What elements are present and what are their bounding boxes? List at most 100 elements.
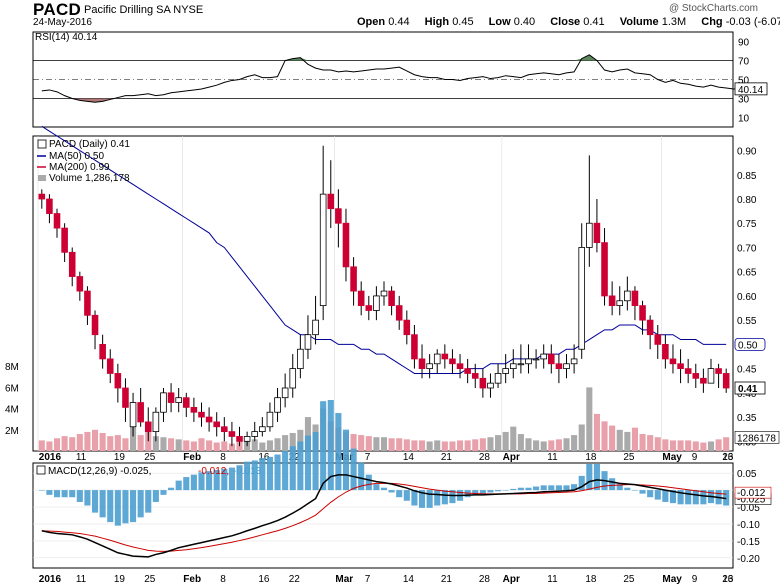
macd-histogram-bar (259, 458, 266, 491)
volume-bar (76, 434, 83, 451)
volume-bar (723, 437, 730, 451)
volume-bar (593, 413, 600, 451)
volume-bar (677, 440, 684, 451)
macd-x-tick-label: 23 (722, 574, 734, 585)
candle-body (502, 368, 509, 374)
macd-x-tick-label: 19 (114, 574, 126, 585)
volume-bar (472, 439, 479, 451)
candle-body (175, 397, 182, 403)
price-x-tick-label: 25 (623, 452, 635, 463)
volume-bar (426, 441, 433, 451)
macd-histogram-bar (525, 487, 532, 491)
price-x-tick-label: Apr (503, 452, 520, 463)
macd-histogram-bar (137, 490, 144, 518)
macd-x-tick-label: 16 (722, 574, 734, 585)
macd-histogram-bar (692, 490, 699, 505)
candle-body (601, 242, 608, 297)
candle-body (122, 387, 129, 408)
candle-body (327, 193, 335, 210)
candle-body (342, 222, 350, 268)
macd-x-tick-label: 16 (258, 574, 270, 585)
candle-body (243, 436, 251, 442)
volume-bar (418, 440, 426, 451)
ma50-value-label: 0.50 (738, 340, 758, 351)
candle-body (274, 397, 281, 413)
candle-body (319, 193, 327, 307)
macd-histogram-bar (206, 471, 213, 491)
macd-histogram-bar (723, 490, 730, 506)
macd-y-tick-label: -0.20 (737, 554, 760, 565)
macd-histogram-bar (373, 484, 380, 491)
macd-histogram-bar (221, 468, 228, 491)
candle-body (646, 319, 654, 336)
volume-bar (502, 431, 509, 451)
chart-date: 24-May-2016 (33, 17, 92, 28)
macd-x-tick-label: Feb (183, 574, 201, 585)
candle-body (53, 213, 61, 229)
candle-body (99, 343, 106, 360)
macd-x-tick-label: 11 (547, 574, 558, 585)
volume-y-tick-label: 2M (5, 426, 19, 437)
price-x-tick-label: 25 (144, 452, 156, 463)
candle-body (677, 363, 684, 370)
macd-x-tick-label: 18 (585, 574, 597, 585)
volume-bar (46, 441, 53, 451)
exchange-label: NYSE (173, 4, 204, 16)
volume-bar (91, 429, 99, 451)
rsi-y-tick-label: 10 (738, 114, 750, 125)
rsi-y-tick-label: 90 (738, 38, 750, 49)
candle-body (144, 421, 152, 433)
macd-histogram-bar (228, 467, 235, 491)
candle-body (221, 426, 228, 433)
volume-bar (403, 439, 410, 451)
price-x-tick-label: 11 (76, 452, 87, 463)
volume-bar (221, 441, 228, 451)
volume-bar (411, 440, 418, 451)
candle-body (395, 305, 403, 321)
macd-x-tick-label: Apr (503, 574, 520, 585)
low-value: 0.40 (513, 16, 536, 28)
macd-histogram-bar (411, 490, 418, 506)
volume-label: Volume (619, 16, 659, 28)
candle-body (205, 416, 213, 423)
macd-histogram-bar (441, 490, 448, 505)
price-x-tick-label: 16 (722, 452, 734, 463)
chart-header: PACD Pacific Drilling SA NYSE 24-May-201… (0, 0, 780, 30)
rsi-y-tick-label: 30 (738, 95, 750, 106)
candle-body (304, 334, 312, 350)
price-y-tick-label: 0.65 (737, 268, 757, 279)
candle-body (517, 363, 525, 366)
volume-bar (624, 431, 631, 451)
volume-bar (175, 439, 182, 451)
volume-bar (457, 440, 464, 451)
macd-histogram-bar (540, 485, 547, 491)
macd-histogram-bar (122, 490, 129, 524)
volume-bar (517, 434, 524, 451)
price-y-tick-label: 0.90 (737, 147, 757, 158)
macd-histogram-bar (624, 487, 631, 491)
macd-histogram-bar (464, 490, 471, 498)
volume-bar (259, 442, 266, 451)
volume-bar (183, 440, 190, 451)
price-y-tick-label: 0.75 (737, 219, 757, 230)
candle-body (61, 227, 68, 253)
macd-histogram-bar (495, 490, 502, 492)
candle-body (152, 411, 160, 433)
macd-histogram-bar (548, 485, 555, 491)
macd-histogram-bar (99, 490, 106, 518)
price-x-tick-label: Feb (183, 452, 201, 463)
candle-body (251, 431, 259, 437)
macd-histogram-bar (152, 490, 159, 502)
price-legend-label: PACD (Daily) 0.41 (49, 139, 130, 150)
candle-body (411, 334, 418, 360)
candle-body (76, 276, 84, 292)
candle-body (213, 421, 220, 428)
macd-x-tick-label: 22 (289, 574, 301, 585)
signal-value-box (734, 486, 772, 499)
volume-bar (145, 431, 152, 451)
candle-body (487, 382, 494, 389)
candle-body (464, 368, 471, 374)
candle-body (198, 411, 205, 418)
candle-body (114, 373, 122, 389)
macd-histogram-bar (616, 484, 623, 491)
